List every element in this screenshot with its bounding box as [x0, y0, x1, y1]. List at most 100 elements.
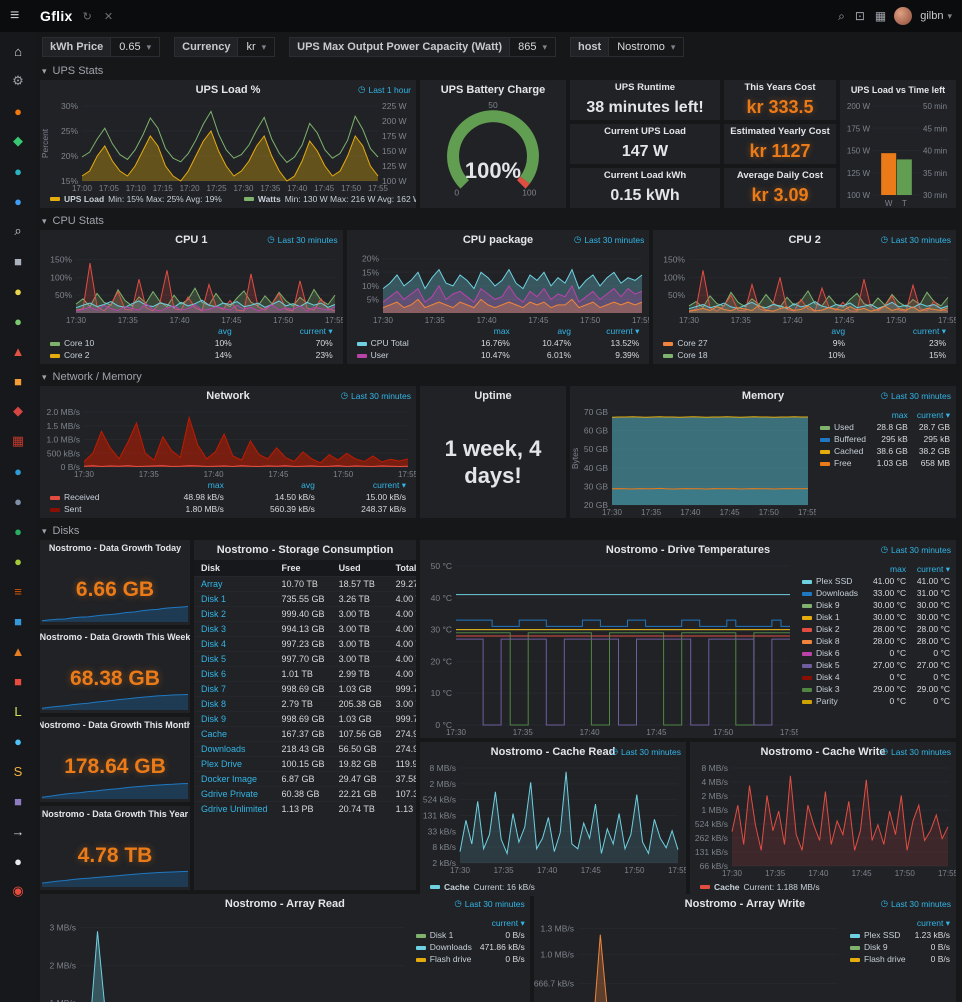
section-header-ups[interactable]: ▾ UPS Stats — [40, 62, 956, 80]
array-read-chart[interactable]: 0 B/s1 MB/s2 MB/s3 MB/s — [40, 914, 412, 1002]
sidebar-plugin-16-icon[interactable]: ≡ — [14, 583, 22, 599]
table-column-header[interactable]: Used — [331, 560, 389, 577]
legend-item[interactable]: Cache Current: 1.188 MB/s — [700, 882, 820, 892]
legend-series-name[interactable]: Disk 8 — [816, 636, 840, 646]
disk-name-link[interactable]: Disk 9 — [194, 711, 275, 727]
legend-series-name[interactable]: Parity — [816, 696, 838, 706]
time-range-badge[interactable]: ◷ Last 30 minutes — [880, 234, 952, 245]
ups-load-chart[interactable]: 15% 20% 25% 30% 100 W 125 W 150 W 175 W 200 W 225… — [40, 100, 416, 194]
sidebar-plugin-20-icon[interactable]: ● — [14, 733, 22, 749]
table-column-header[interactable]: Disk — [194, 560, 275, 577]
sidebar-plugin-12-icon[interactable]: ● — [14, 463, 22, 479]
panel-header[interactable]: UPS Load vs Time left — [850, 85, 946, 95]
legend-column-header[interactable]: avg — [831, 326, 846, 336]
menu-toggle-icon[interactable]: ≡ — [10, 7, 32, 25]
disk-name-link[interactable]: Disk 8 — [194, 696, 275, 712]
legend-column-header[interactable]: current ▾ — [916, 564, 950, 574]
variable-dropdown[interactable]: Nostromo ▾ — [608, 37, 685, 57]
panel-header[interactable]: UPS Battery Charge — [420, 80, 566, 100]
variable-dropdown[interactable]: 0.65 ▾ — [110, 37, 161, 57]
legend-series-name[interactable]: Disk 2 — [816, 624, 840, 634]
variable-dropdown[interactable]: kr ▾ — [237, 37, 276, 57]
fullscreen-icon[interactable]: ⊡ — [854, 9, 865, 23]
disk-name-link[interactable]: Disk 4 — [194, 636, 275, 652]
panel-header[interactable]: Current UPS Load — [604, 126, 686, 137]
panel-header[interactable]: Nostromo - Cache Read ◷ Last 30 minutes — [490, 746, 681, 758]
variable-dropdown[interactable]: 865 ▾ — [509, 37, 556, 57]
panel-header[interactable]: Nostromo - Drive Temperatures ◷ Last 30 … — [605, 544, 951, 556]
legend-column-header[interactable]: avg — [301, 480, 315, 490]
legend-column-header[interactable]: current ▾ — [912, 326, 947, 336]
tab-refresh-icon[interactable]: ↻ — [82, 10, 92, 23]
disk-name-link[interactable]: Gdrive Private — [194, 786, 275, 802]
legend-series-name[interactable]: Disk 4 — [816, 672, 840, 682]
cpu1-chart[interactable]: 50% 100% 150% 17:30 17:35 17:40 17:45 17:50 17:5… — [40, 250, 342, 326]
time-range-badge[interactable]: ◷ Last 30 minutes — [454, 898, 525, 909]
sidebar-plugin-unraid-icon[interactable]: ● — [14, 103, 22, 119]
sidebar-home-icon[interactable]: ⌂ — [14, 43, 22, 59]
sidebar-plugin-21-icon[interactable]: ■ — [14, 793, 22, 809]
legend-series-name[interactable]: Core 27 — [677, 338, 708, 348]
legend-series-name[interactable]: Core 10 — [64, 338, 95, 348]
time-range-badge[interactable]: ◷ Last 30 minutes — [880, 898, 951, 909]
sidebar-plugin-lazy-icon[interactable]: L — [14, 703, 22, 719]
legend-series-name[interactable]: Core 2 — [64, 350, 90, 360]
ups-battery-gauge[interactable]: 0 50 100 100% — [420, 100, 566, 208]
sidebar-logout-icon[interactable]: → — [11, 823, 25, 839]
disk-name-link[interactable]: Cache — [194, 726, 275, 742]
legend-series-name[interactable]: Used — [834, 422, 854, 432]
sidebar-plugin-8-icon[interactable]: ▲ — [11, 343, 25, 359]
legend-series-name[interactable]: Disk 6 — [816, 648, 840, 658]
sidebar-plugin-19-icon[interactable]: ■ — [14, 673, 22, 689]
disk-name-link[interactable]: Disk 1 — [194, 591, 275, 607]
panel-header[interactable]: Nostromo - Array Read ◷ Last 30 minutes — [224, 898, 525, 910]
legend-series-name[interactable]: Flash drive — [429, 954, 472, 964]
legend-series-name[interactable]: Free — [834, 458, 852, 468]
panel-header[interactable]: Nostromo - Storage Consumption — [216, 544, 394, 556]
panel-header[interactable]: UPS Runtime — [614, 82, 676, 93]
cpu-package-chart[interactable]: 5% 10% 15% 20% 17:30 17:35 17:40 17:45 17:50 17:5… — [347, 250, 650, 326]
section-header-disks[interactable]: ▾ Disks — [40, 522, 956, 540]
legend-series-name[interactable]: Disk 1 — [429, 930, 454, 940]
sidebar-settings-icon[interactable]: ⚙ — [12, 73, 24, 88]
legend-series-name[interactable]: Received — [64, 492, 100, 502]
sidebar-search-icon[interactable]: ⌕ — [14, 223, 22, 238]
cache-read-chart[interactable]: 2 kB/s 8 kB/s 33 kB/s 131 kB/s 524 kB/s 2 MB/… — [420, 762, 686, 882]
legend-column-header[interactable]: max — [207, 480, 224, 490]
legend-column-header[interactable]: current ▾ — [606, 326, 640, 336]
legend-series-name[interactable]: Plex SSD — [864, 930, 901, 940]
panel-header[interactable]: Current Load kWh — [603, 170, 687, 181]
legend-series-name[interactable]: Plex SSD — [816, 576, 853, 586]
legend-item[interactable]: Watts Min: 130 W Max: 216 W Avg: 162 W — [243, 194, 416, 204]
time-range-badge[interactable]: ◷ Last 30 minutes — [340, 390, 411, 401]
sidebar-plugin-15-icon[interactable]: ● — [14, 553, 22, 569]
legend-column-header[interactable]: avg — [218, 326, 232, 336]
legend-series-name[interactable]: Disk 5 — [816, 660, 840, 670]
time-range-badge[interactable]: ◷ Last 30 minutes — [267, 234, 338, 245]
time-range-badge[interactable]: ◷ Last 30 minutes — [610, 746, 681, 757]
legend-series-name[interactable]: Downloads — [429, 942, 472, 952]
legend-column-header[interactable]: max — [493, 326, 510, 336]
time-range-badge[interactable]: ◷ Last 30 minutes — [573, 234, 645, 245]
sidebar-plugin-sab-icon[interactable]: S — [13, 763, 23, 779]
disk-name-link[interactable]: Disk 2 — [194, 606, 275, 622]
legend-column-header[interactable]: current ▾ — [491, 918, 525, 928]
sidebar-plugin-17-icon[interactable]: ■ — [14, 613, 22, 629]
user-menu[interactable]: gilbn ▾ — [920, 10, 952, 22]
disk-name-link[interactable]: Disk 7 — [194, 681, 275, 697]
drive-temperatures-chart[interactable]: 0 °C 10 °C 20 °C 30 °C 40 °C 50 °C 17:30 17:35 1… — [420, 560, 798, 738]
avatar[interactable] — [894, 7, 913, 25]
table-column-header[interactable]: Free — [274, 560, 332, 577]
legend-column-header[interactable]: current ▾ — [372, 480, 406, 490]
sidebar-plugin-4-icon[interactable]: ● — [14, 193, 22, 209]
sidebar-github-icon[interactable]: ● — [14, 853, 22, 869]
sidebar-plugin-2-icon[interactable]: ◆ — [13, 133, 23, 148]
panel-header[interactable]: CPU 2 ◷ Last 30 minutes — [788, 234, 952, 246]
panel-header[interactable]: This Years Cost — [744, 82, 816, 93]
sidebar-plugin-18-icon[interactable]: ▲ — [11, 643, 25, 659]
legend-item[interactable]: Cache Current: 16 kB/s — [430, 882, 535, 892]
panel-header[interactable]: Nostromo - Cache Write ◷ Last 30 minutes — [760, 746, 951, 758]
time-range-badge[interactable]: ◷ Last 1 hour — [358, 84, 411, 95]
panel-header[interactable]: UPS Load % ◷ Last 1 hour — [40, 80, 416, 100]
memory-chart[interactable]: 20 GB 30 GB 40 GB 50 GB 60 GB 70 GB 17:30 17:35… — [570, 406, 816, 518]
